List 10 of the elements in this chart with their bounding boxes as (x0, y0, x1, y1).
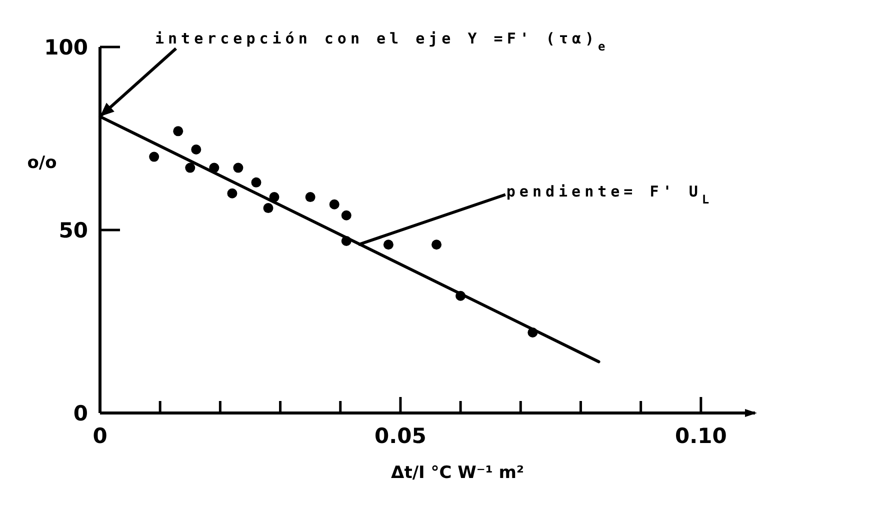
x-axis-title: Δt/I °C W⁻¹ m² (391, 463, 524, 483)
annotation: intercepción con el eje Y =F' (τα)$_{e}$ (155, 30, 610, 54)
x-tick-label: 0.10 (675, 424, 727, 448)
y-axis-title: o/o (27, 153, 57, 173)
annotation: pendiente= F' U$_{L}$ (506, 182, 714, 207)
y-tick-label: 50 (58, 218, 88, 242)
y-tick-label: 100 (44, 35, 88, 60)
y-tick-label: 0 (73, 401, 88, 426)
x-tick-label: 0 (92, 424, 108, 448)
x-tick-label: 0.05 (374, 424, 426, 448)
